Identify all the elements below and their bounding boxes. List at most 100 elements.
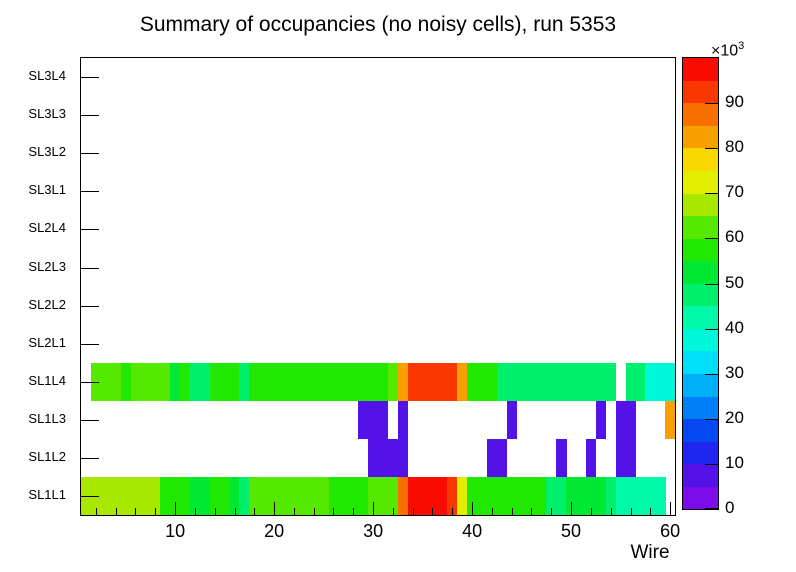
heatmap-cell: [486, 476, 498, 516]
x-minor-tick: [95, 508, 97, 515]
colorbar-band: [683, 125, 718, 149]
x-major-tick: [373, 502, 375, 515]
heatmap-cell: [536, 362, 547, 402]
heatmap-cell: [150, 362, 161, 402]
x-minor-tick: [630, 508, 632, 515]
heatmap-cell: [229, 476, 240, 516]
y-tick-label: SL1L1: [28, 487, 66, 502]
colorbar-tick: [705, 328, 718, 330]
heatmap-cell: [556, 438, 567, 478]
heatmap-cell: [506, 476, 518, 516]
x-major-tick: [175, 502, 176, 515]
heatmap-cell: [457, 476, 468, 516]
x-minor-tick: [590, 508, 592, 515]
colorbar-tick-label: 90: [725, 92, 744, 112]
x-minor-tick: [432, 508, 434, 515]
heatmap-cell: [655, 476, 666, 516]
x-minor-tick: [491, 508, 493, 515]
heatmap-cell: [427, 362, 438, 402]
heatmap-cell: [298, 362, 310, 402]
x-minor-tick: [610, 508, 612, 515]
heatmap-cell: [576, 476, 587, 516]
colorbar-band: [683, 58, 718, 81]
heatmap-cell: [457, 362, 468, 402]
heatmap-cell: [199, 362, 211, 402]
y-tick-label: SL1L3: [28, 410, 66, 426]
heatmap-cell: [348, 362, 359, 402]
y-tick-label: SL2L3: [28, 258, 66, 274]
heatmap-cell: [110, 476, 122, 516]
heatmap-cell: [496, 362, 508, 402]
y-tick-label: SL3L3: [28, 106, 66, 122]
colorbar-tick: [705, 508, 718, 509]
x-tick-label: 20: [264, 521, 285, 541]
heatmap-cell: [170, 362, 181, 402]
heatmap-cell: [605, 476, 617, 516]
y-axis-ticks: [81, 58, 675, 515]
heatmap-cell: [635, 476, 646, 516]
heatmap-cell: [625, 438, 636, 478]
y-tick: [81, 496, 99, 497]
colorbar-tick-label: 50: [725, 272, 744, 292]
y-tick-label: SL3L1: [28, 182, 66, 198]
heatmap-cell: [467, 362, 478, 402]
colorbar-band: [683, 103, 718, 126]
heatmap-cell: [665, 362, 676, 402]
colorbar-band: [683, 148, 718, 172]
x-axis-title: Wire: [630, 542, 670, 563]
colorbar-band: [683, 351, 718, 374]
heatmap-cell: [150, 476, 161, 516]
heatmap-cell: [516, 362, 527, 402]
heatmap-cell: [368, 438, 379, 478]
heatmap-cell: [368, 400, 379, 440]
heatmap-cell: [180, 362, 191, 402]
heatmap-cell: [625, 362, 636, 402]
heatmap-cell: [298, 476, 310, 516]
colorbar-band: [683, 215, 718, 239]
colorbar-band: [683, 283, 718, 307]
x-tick-label: 60: [660, 521, 681, 541]
heatmap-cell: [259, 362, 270, 402]
heatmap-cell: [140, 362, 151, 402]
x-minor-tick: [135, 508, 137, 515]
heatmap-cell: [378, 438, 389, 478]
colorbar-band: [683, 486, 718, 510]
heatmap-cell: [477, 476, 488, 516]
y-tick: [81, 419, 99, 421]
heatmap-cell: [249, 362, 260, 402]
y-tick: [81, 267, 99, 269]
heatmap-cell: [269, 476, 280, 516]
heatmap-cell: [100, 362, 112, 402]
y-tick: [81, 153, 99, 155]
heatmap-cell: [368, 362, 379, 402]
y-tick-label: SL3L4: [28, 68, 66, 83]
heatmap-cell: [209, 476, 221, 516]
heatmap-cell: [566, 362, 577, 402]
heatmap-cell: [328, 476, 339, 516]
x-minor-tick: [194, 508, 196, 515]
x-major-tick: [670, 502, 672, 515]
heatmap-cell: [526, 476, 537, 516]
heatmap-cell: [189, 362, 201, 402]
heatmap-cell: [417, 362, 428, 402]
heatmap-cell: [595, 362, 607, 402]
heatmap-cells: [81, 58, 676, 516]
heatmap-cell: [397, 362, 409, 402]
x-minor-tick: [214, 508, 216, 515]
heatmap-cell: [397, 476, 409, 516]
heatmap-cell: [387, 476, 399, 516]
heatmap-cell: [625, 476, 636, 516]
z-scale-exponent: ×103: [711, 36, 744, 59]
heatmap-cell: [387, 362, 399, 402]
heatmap-cell: [308, 362, 320, 402]
x-axis-ticks: [81, 58, 675, 515]
colorbar-band: [683, 328, 718, 352]
heatmap-cell: [645, 362, 656, 402]
heatmap-cell: [378, 476, 389, 516]
colorbar-tick: [705, 463, 718, 465]
heatmap-cell: [279, 362, 290, 402]
y-tick: [81, 229, 99, 231]
heatmap-cell: [120, 362, 131, 402]
heatmap-cell: [585, 438, 597, 478]
